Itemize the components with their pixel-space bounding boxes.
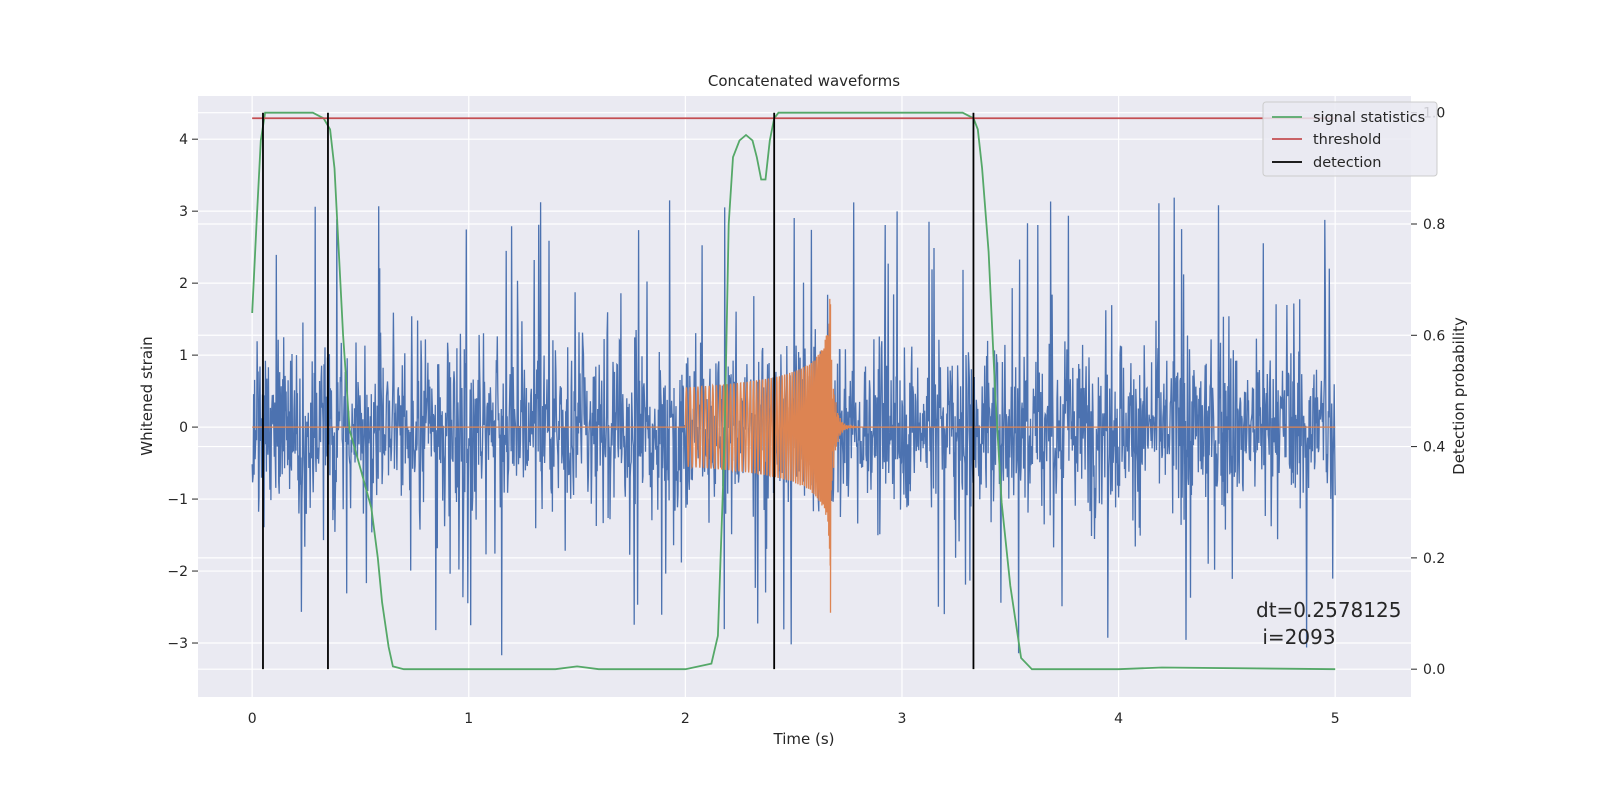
chirp-series xyxy=(252,298,1336,613)
legend-box xyxy=(1262,101,1438,177)
x-tick-label: 5 xyxy=(1331,711,1340,727)
x-axis-label: Time (s) xyxy=(773,730,835,748)
signal-statistics-line xyxy=(251,111,1336,671)
annotation: dt=0.2578125 i=2093 xyxy=(1256,598,1401,649)
x-tick-label: 2 xyxy=(681,711,690,727)
y-tick-label: 0 xyxy=(179,420,188,436)
y2-tick-label: 0.2 xyxy=(1423,551,1445,567)
y-tick-label: 4 xyxy=(179,132,188,148)
legend-label-threshold: threshold xyxy=(1313,132,1381,148)
y-tick-label: 2 xyxy=(179,276,188,292)
y-axis-ticks: −3 −2 −1 0 1 2 3 4 xyxy=(167,132,198,652)
annotation-dt: dt=0.2578125 xyxy=(1256,598,1401,622)
y2-axis-label: Detection probability xyxy=(1450,317,1468,475)
y2-tick-label: 0.4 xyxy=(1423,440,1445,456)
legend-label-detection: detection xyxy=(1313,155,1381,171)
y2-tick-label: 0.0 xyxy=(1423,662,1445,678)
chirp-line xyxy=(252,298,1336,613)
x-tick-label: 4 xyxy=(1114,711,1123,727)
y2-axis-ticks: 0.00.20.40.60.81.0 xyxy=(1411,106,1445,678)
x-tick-label: 1 xyxy=(464,711,473,727)
chart-title: Concatenated waveforms xyxy=(708,72,900,90)
x-axis-ticks: 0 1 2 3 4 5 xyxy=(248,711,1340,727)
x-tick-label: 3 xyxy=(898,711,907,727)
legend: signal statistics threshold detection xyxy=(1262,101,1438,177)
y-tick-label: 3 xyxy=(179,204,188,220)
probability-series xyxy=(251,111,1336,671)
x-tick-label: 0 xyxy=(248,711,257,727)
y-tick-label: −1 xyxy=(167,492,188,508)
y2-tick-label: 0.8 xyxy=(1423,217,1445,233)
annotation-i: i=2093 xyxy=(1256,625,1336,649)
y-tick-label: 1 xyxy=(179,348,188,364)
y-axis-label: Whitened strain xyxy=(138,336,156,455)
legend-label-signal: signal statistics xyxy=(1313,110,1425,126)
y-tick-label: −3 xyxy=(167,636,188,652)
y-tick-label: −2 xyxy=(167,564,188,580)
y2-tick-label: 0.6 xyxy=(1423,328,1445,344)
